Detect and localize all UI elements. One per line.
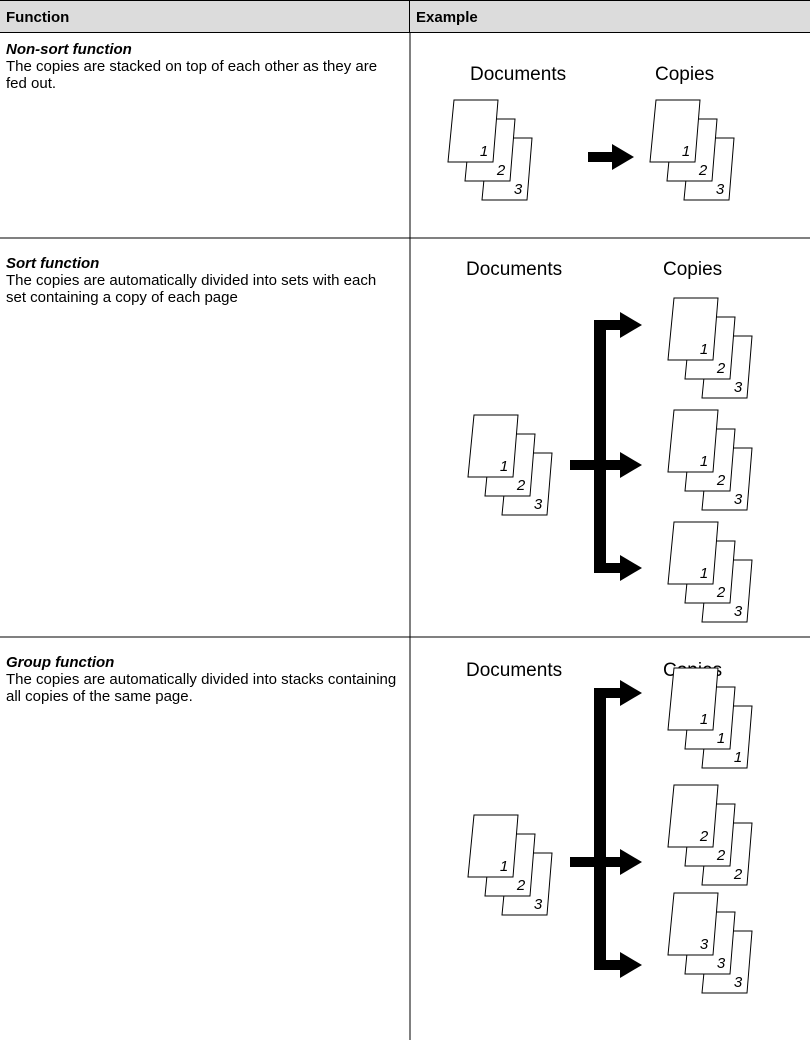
- arrow-shaft: [600, 688, 620, 698]
- documents-label: Documents: [470, 64, 566, 85]
- page-number: 1: [717, 730, 725, 747]
- arrow-head: [620, 680, 642, 706]
- branch-bar: [594, 320, 606, 573]
- page-number: 3: [534, 496, 543, 513]
- page-number: 2: [516, 477, 526, 494]
- page-number: 1: [480, 143, 488, 160]
- row-title: Group function: [6, 654, 115, 671]
- page-number: 2: [716, 472, 726, 489]
- page-number: 2: [716, 847, 726, 864]
- page-number: 3: [700, 936, 709, 953]
- page-number: 1: [700, 565, 708, 582]
- page-number: 1: [700, 341, 708, 358]
- page-sheet: [467, 814, 519, 878]
- arrow-head: [620, 452, 642, 478]
- arrow-shaft: [570, 857, 600, 867]
- header-function: Function: [0, 0, 410, 33]
- copies-label: Copies: [663, 259, 722, 280]
- page-sheet: [467, 414, 519, 478]
- page-sheet: [667, 892, 719, 956]
- row-description: The copies are automatically divided int…: [6, 272, 377, 306]
- page-number: 3: [734, 974, 743, 991]
- arrow-shaft: [570, 460, 600, 470]
- page-sheet: [667, 297, 719, 361]
- page-number: 1: [500, 858, 508, 875]
- arrow-head: [612, 144, 634, 170]
- page-number: 2: [516, 877, 526, 894]
- row-description: The copies are automatically divided int…: [6, 671, 397, 705]
- page-number: 2: [496, 162, 506, 179]
- page-number: 1: [734, 749, 742, 766]
- page-number: 1: [682, 143, 690, 160]
- page-number: 3: [534, 896, 543, 913]
- arrow-head: [620, 555, 642, 581]
- page-number: 3: [716, 181, 725, 198]
- arrow-shaft: [600, 460, 620, 470]
- arrow-shaft: [600, 857, 620, 867]
- copies-label: Copies: [655, 64, 714, 85]
- page-sheet: [667, 667, 719, 731]
- row-description: The copies are stacked on top of each ot…: [6, 58, 378, 92]
- page-number: 2: [698, 162, 708, 179]
- arrow-head: [620, 312, 642, 338]
- page-number: 2: [716, 360, 726, 377]
- page-number: 1: [500, 458, 508, 475]
- page-number: 1: [700, 711, 708, 728]
- page-sheet: [447, 99, 499, 163]
- arrow-head: [620, 952, 642, 978]
- row-text: Non-sort function The copies are stacked …: [6, 41, 401, 92]
- page-number: 3: [514, 181, 523, 198]
- page-number: 2: [716, 584, 726, 601]
- page-sheet: [667, 784, 719, 848]
- row-text: Sort function The copies are automaticall…: [6, 255, 396, 306]
- arrow-shaft: [600, 563, 620, 573]
- page-number: 1: [700, 453, 708, 470]
- header-example: Example: [410, 0, 810, 33]
- row-text: Group function The copies are automatical…: [6, 654, 404, 705]
- page-number: 3: [734, 491, 743, 508]
- arrow-shaft: [600, 960, 620, 970]
- row-title: Non-sort function: [6, 41, 132, 58]
- documents-label: Documents: [466, 660, 562, 681]
- documents-label: Documents: [466, 259, 562, 280]
- row-title: Sort function: [6, 255, 100, 272]
- arrow-shaft: [588, 152, 612, 162]
- page-number: 2: [733, 866, 743, 883]
- arrow-shaft: [600, 320, 620, 330]
- page-number: 3: [734, 603, 743, 620]
- arrow-head: [620, 849, 642, 875]
- branch-bar: [594, 688, 606, 970]
- page-sheet: [667, 409, 719, 473]
- page-number: 3: [717, 955, 726, 972]
- page-sheet: [649, 99, 701, 163]
- page-sheet: [667, 521, 719, 585]
- page-number: 2: [699, 828, 709, 845]
- page-number: 3: [734, 379, 743, 396]
